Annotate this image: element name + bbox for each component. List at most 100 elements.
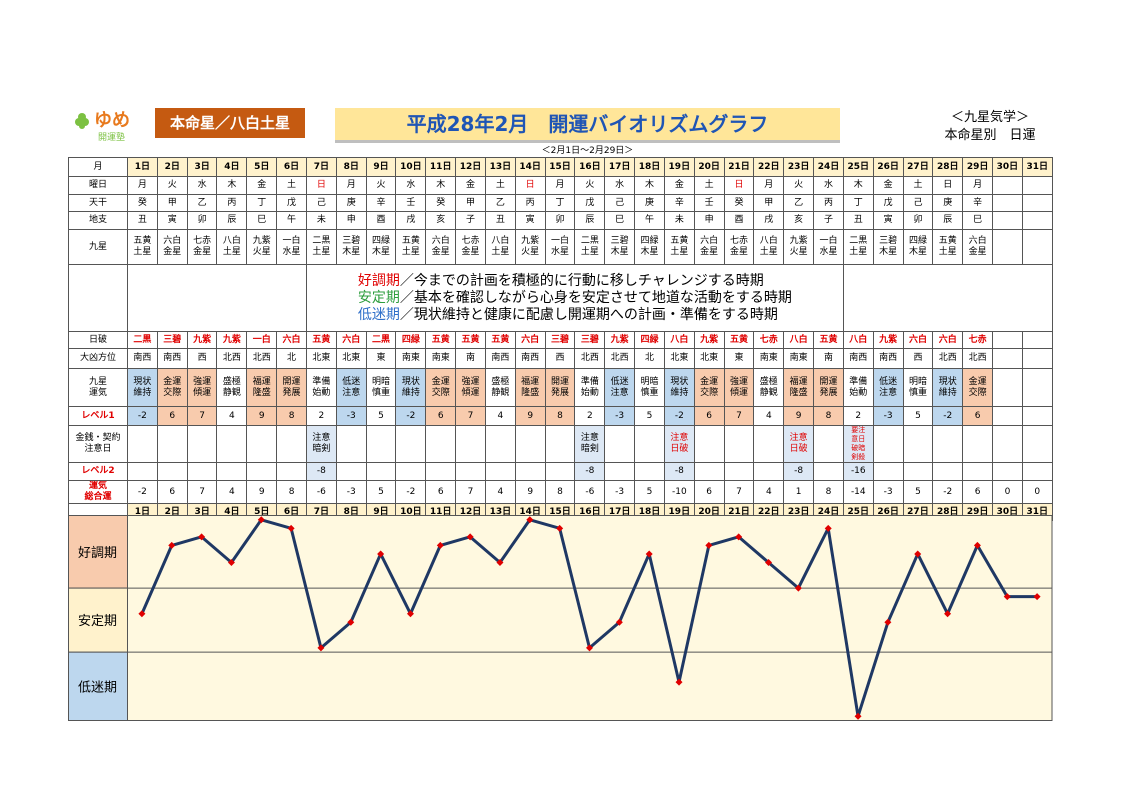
cell-month: 5日	[246, 157, 278, 177]
fortune-name: 金運交際	[431, 376, 450, 398]
cell-level1: 9	[246, 406, 278, 426]
cell-weekday: 火	[783, 176, 815, 195]
star-name: 三碧木星	[610, 236, 629, 257]
cell-nippa: 五黄	[305, 331, 337, 349]
cell-direction: 北	[634, 348, 665, 369]
cell-level1: -3	[335, 406, 367, 426]
cell-branch: 申	[693, 211, 725, 230]
cell-caution	[634, 425, 665, 463]
cell-level2	[902, 462, 934, 481]
cell-star: 四緑木星	[365, 229, 397, 265]
cell-month: 31日	[1021, 157, 1053, 177]
cell-total: 4	[484, 480, 516, 504]
cell-branch: 卯	[544, 211, 576, 230]
cell-month: 8日	[335, 157, 367, 177]
cell-weekday: 土	[693, 176, 725, 195]
cell-direction: 北東	[663, 348, 695, 369]
cell-star: 五黄土星	[127, 229, 158, 265]
cell-nippa: 五黄	[484, 331, 516, 349]
cell-weekday	[992, 176, 1023, 195]
cell-nippa: 六白	[932, 331, 964, 349]
cell-level2	[872, 462, 904, 481]
cell-total: -14	[842, 480, 874, 504]
point-marker	[586, 644, 593, 652]
cell-level1: -2	[395, 406, 427, 426]
star-name: 二黒土星	[312, 236, 331, 257]
cell-fortune: 低迷注意	[872, 368, 904, 407]
fortune-name: 準備始動	[312, 376, 331, 398]
plot-area	[126, 515, 1053, 721]
cell-stem: 壬	[693, 194, 725, 212]
point-marker	[765, 558, 773, 566]
cell-branch: 丑	[484, 211, 516, 230]
point-marker	[317, 644, 325, 652]
cell-stem: 癸	[723, 194, 755, 212]
cell-branch: 午	[276, 211, 307, 230]
cell-fortune: 準備始動	[842, 368, 874, 407]
cell-stem: 乙	[186, 194, 218, 212]
row-label	[68, 264, 128, 332]
point-marker	[377, 550, 385, 558]
cell-total: -2	[127, 480, 158, 504]
right-top: ＜九星気学＞	[950, 110, 1029, 125]
cell-total: 8	[813, 480, 844, 504]
cell-level1: 9	[514, 406, 546, 426]
cell-weekday: 木	[216, 176, 248, 195]
cell-nippa: 七赤	[962, 331, 994, 349]
point-marker	[556, 524, 564, 532]
cell-level1: 2	[842, 406, 874, 426]
fortune-name: 開運発展	[551, 376, 570, 398]
star-name: 九紫火星	[252, 236, 271, 257]
cell-level1: -3	[872, 406, 904, 426]
cell-branch: 子	[813, 211, 844, 230]
cell-nippa: 六白	[276, 331, 307, 349]
cell-level1: -2	[127, 406, 158, 426]
fortune-name: 福運隆盛	[789, 376, 808, 398]
cell-branch: 卯	[186, 211, 218, 230]
fortune-name: 福運隆盛	[521, 376, 540, 398]
cell-fortune: 盛極静観	[484, 368, 516, 407]
star-name: 一白水星	[551, 236, 570, 257]
cell-branch: 戌	[753, 211, 785, 230]
cell-level1	[992, 406, 1023, 426]
cell-total: 0	[1021, 480, 1053, 504]
fortune-name: 明暗慎重	[372, 376, 391, 398]
cell-direction: 南西	[514, 348, 546, 369]
fortune-name: 開運発展	[819, 376, 838, 398]
cell-stem: 甲	[753, 194, 785, 212]
cell-star: 五黄土星	[663, 229, 695, 265]
cell-level2	[276, 462, 307, 481]
cell-total: -3	[335, 480, 367, 504]
cell-level1: -2	[663, 406, 695, 426]
cell-direction: 北西	[216, 348, 248, 369]
cell-nippa: 六白	[902, 331, 934, 349]
cell-star: 一白水星	[276, 229, 307, 265]
cell-branch: 辰	[574, 211, 606, 230]
cell-fortune: 準備始動	[574, 368, 606, 407]
cell-direction: 南東	[395, 348, 427, 369]
cell-caution	[127, 425, 158, 463]
cell-month: 21日	[723, 157, 755, 177]
cell-level2	[127, 462, 158, 481]
cell-level2	[753, 462, 785, 481]
cell-star	[1021, 229, 1053, 265]
cell-month: 9日	[365, 157, 397, 177]
cell-month: 14日	[514, 157, 546, 177]
cell-star: 六白金星	[156, 229, 188, 265]
cell-nippa: 八白	[842, 331, 874, 349]
cell-nippa: 五黄	[425, 331, 457, 349]
cell-star: 七赤金星	[723, 229, 755, 265]
cell-weekday: 日	[932, 176, 964, 195]
row-label: 運気 総合運	[68, 480, 128, 504]
star-name: 四緑木星	[908, 236, 927, 257]
cell-month: 15日	[544, 157, 576, 177]
logo-sub: 開運塾	[98, 131, 125, 143]
point-marker	[854, 712, 862, 720]
cell-fortune	[992, 368, 1023, 407]
star-name: 五黄土星	[133, 236, 152, 257]
cell-branch: 子	[455, 211, 486, 230]
logo: ゆめ 開運塾	[75, 110, 130, 143]
row-caution: 金銭・契約 注意日 注意暗剣 注意暗剣 注意日破 注意日破 要注意日破暗剣殺	[68, 425, 1053, 463]
cell-level1: 7	[723, 406, 755, 426]
row-label: レベル2	[68, 462, 128, 481]
